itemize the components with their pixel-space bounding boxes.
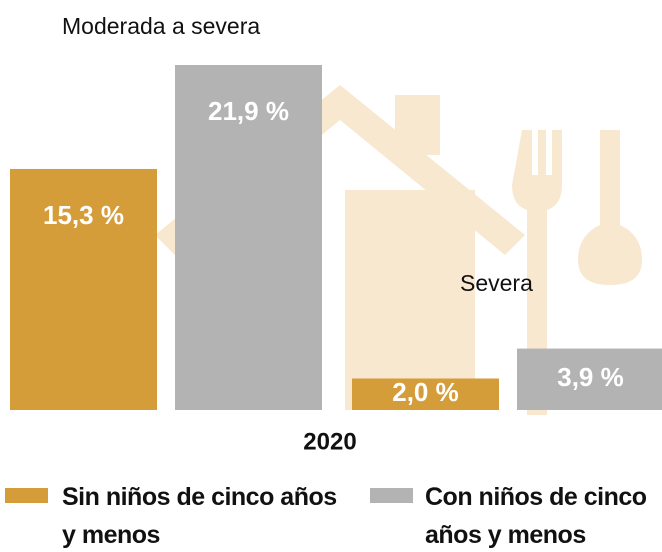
spoon	[578, 130, 642, 285]
bar	[10, 168, 157, 410]
house-body	[345, 190, 475, 410]
bar	[517, 348, 662, 410]
fork	[512, 130, 562, 415]
value-label: 15,3 %	[43, 200, 124, 230]
legend-label: Con niños de cinco años y menos	[425, 483, 647, 549]
legend-swatch	[5, 488, 48, 503]
value-label: 21,9 %	[208, 96, 289, 126]
legend-swatch	[370, 488, 413, 503]
value-label: 3,9 %	[557, 362, 624, 392]
x-axis-label: 2020	[303, 428, 356, 455]
bar	[175, 65, 322, 410]
chart: 2020 Moderada a severa 15,3 % 21,9 % Severa…	[10, 13, 662, 455]
category-label: Severa	[460, 270, 533, 296]
house-chimney	[395, 95, 440, 155]
value-label: 2,0 %	[392, 377, 459, 407]
category-label: Moderada a severa	[62, 13, 260, 39]
bar	[352, 378, 499, 410]
legend-label: Sin niños de cinco años y menos	[62, 483, 337, 549]
